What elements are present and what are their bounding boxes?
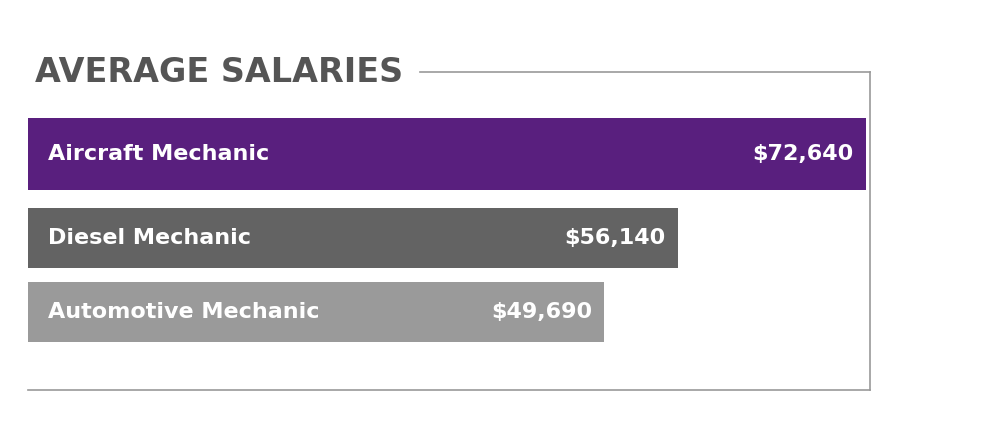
Text: Automotive Mechanic: Automotive Mechanic [48, 302, 320, 322]
Text: $72,640: $72,640 [753, 144, 854, 164]
Text: Diesel Mechanic: Diesel Mechanic [48, 228, 251, 248]
Bar [28, 118, 866, 190]
Text: AVERAGE SALARIES: AVERAGE SALARIES [35, 56, 403, 89]
Text: Aircraft Mechanic: Aircraft Mechanic [48, 144, 269, 164]
Text: $49,690: $49,690 [491, 302, 592, 322]
Bar [28, 282, 604, 342]
Text: $56,140: $56,140 [564, 228, 666, 248]
Bar [28, 208, 678, 268]
